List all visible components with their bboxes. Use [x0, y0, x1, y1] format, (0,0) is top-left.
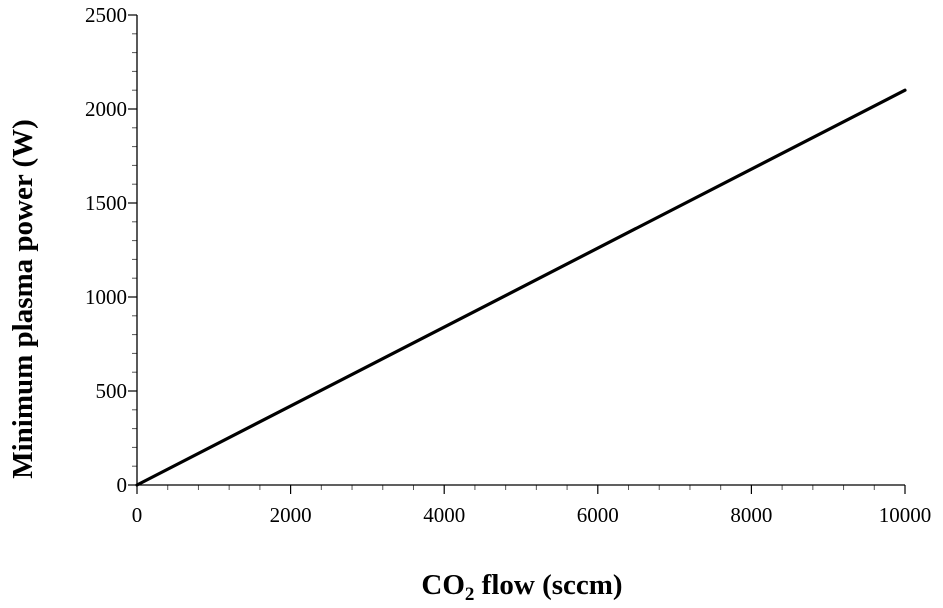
y-tick-label: 1000: [85, 285, 127, 309]
y-tick-label: 0: [117, 473, 128, 497]
x-axis-title-rest: flow (sccm): [474, 569, 622, 601]
x-tick-label: 2000: [270, 503, 312, 527]
y-tick-label: 500: [96, 379, 128, 403]
x-tick-label: 8000: [730, 503, 772, 527]
minor-ticks: [132, 33, 875, 490]
y-axis-title: Minimum plasma power (W): [7, 119, 39, 479]
x-axis-title-main: CO: [421, 569, 465, 601]
x-tick-label: 0: [132, 503, 143, 527]
y-tick-label: 1500: [85, 191, 127, 215]
x-tick-labels: 0 2000 4000 6000 8000 10000: [132, 503, 932, 527]
x-axis-title: CO2 flow (sccm): [421, 569, 622, 605]
y-tick-labels: 0 500 1000 1500 2000 2500: [85, 3, 127, 497]
y-tick-label: 2000: [85, 97, 127, 121]
x-axis-title-subscript: 2: [465, 584, 475, 605]
series-group: [135, 88, 907, 487]
y-tick-label: 2500: [85, 3, 127, 27]
x-tick-label: 4000: [423, 503, 465, 527]
x-tick-label: 6000: [577, 503, 619, 527]
series-line: [135, 88, 907, 487]
major-ticks: [128, 14, 906, 494]
x-tick-label: 10000: [879, 503, 932, 527]
